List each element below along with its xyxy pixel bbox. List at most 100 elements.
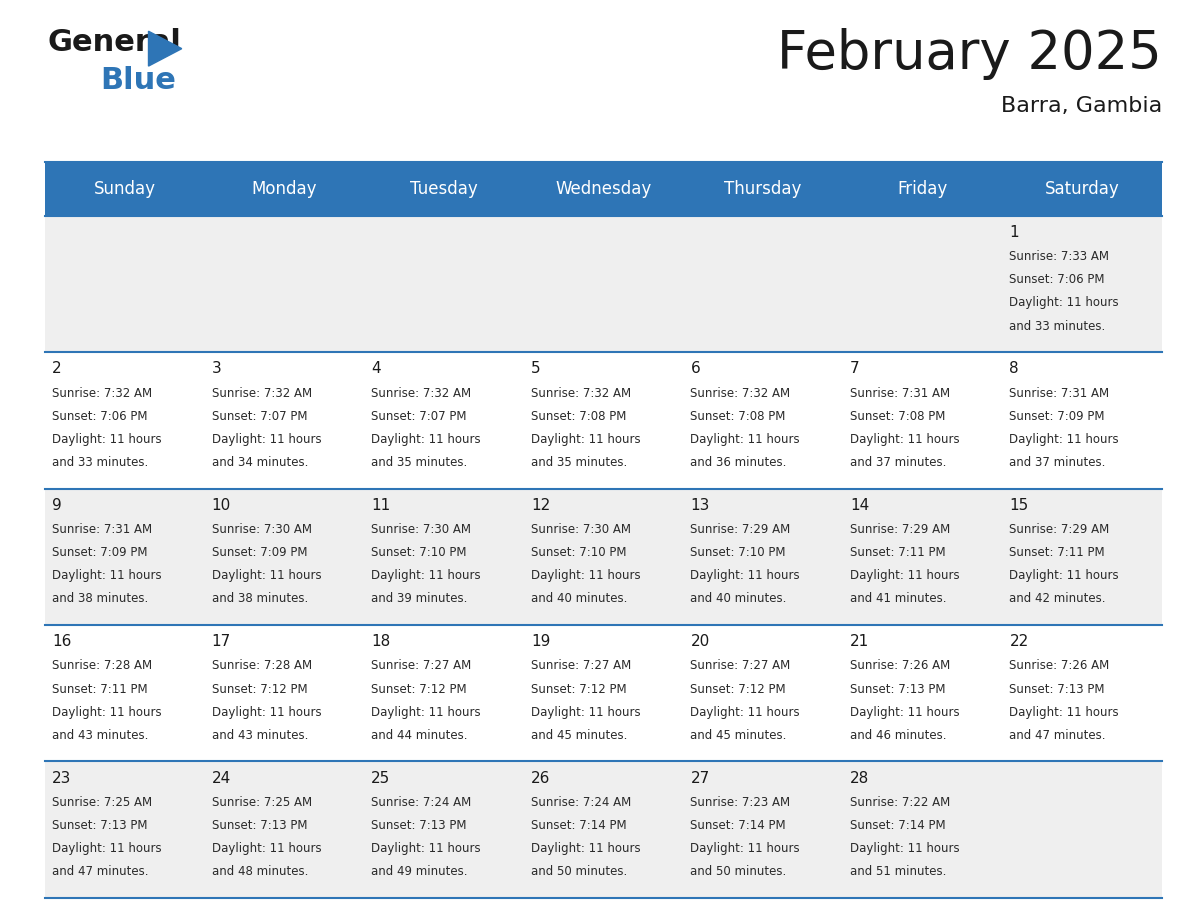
Text: Sunset: 7:13 PM: Sunset: 7:13 PM	[1010, 683, 1105, 696]
Text: and 43 minutes.: and 43 minutes.	[211, 729, 308, 742]
Text: and 44 minutes.: and 44 minutes.	[372, 729, 468, 742]
Text: and 47 minutes.: and 47 minutes.	[1010, 729, 1106, 742]
Text: Sunset: 7:07 PM: Sunset: 7:07 PM	[211, 409, 308, 422]
Text: and 46 minutes.: and 46 minutes.	[849, 729, 947, 742]
Text: 12: 12	[531, 498, 550, 513]
Text: Sunrise: 7:25 AM: Sunrise: 7:25 AM	[52, 796, 152, 809]
Text: and 40 minutes.: and 40 minutes.	[531, 592, 627, 605]
FancyBboxPatch shape	[45, 488, 1162, 625]
Text: Sunset: 7:12 PM: Sunset: 7:12 PM	[690, 683, 786, 696]
Text: Sunrise: 7:30 AM: Sunrise: 7:30 AM	[531, 523, 631, 536]
Text: Sunrise: 7:23 AM: Sunrise: 7:23 AM	[690, 796, 790, 809]
Text: Daylight: 11 hours: Daylight: 11 hours	[372, 706, 481, 719]
Text: Daylight: 11 hours: Daylight: 11 hours	[372, 842, 481, 855]
Text: and 35 minutes.: and 35 minutes.	[372, 456, 468, 469]
Text: Barra, Gambia: Barra, Gambia	[1000, 96, 1162, 117]
Text: Sunset: 7:13 PM: Sunset: 7:13 PM	[372, 819, 467, 832]
Text: Daylight: 11 hours: Daylight: 11 hours	[690, 432, 800, 446]
Text: Sunset: 7:13 PM: Sunset: 7:13 PM	[849, 683, 946, 696]
Text: Daylight: 11 hours: Daylight: 11 hours	[52, 432, 162, 446]
Text: Sunrise: 7:28 AM: Sunrise: 7:28 AM	[52, 659, 152, 673]
Text: Sunrise: 7:24 AM: Sunrise: 7:24 AM	[531, 796, 631, 809]
Text: Tuesday: Tuesday	[410, 180, 478, 198]
Text: 22: 22	[1010, 634, 1029, 649]
Text: Daylight: 11 hours: Daylight: 11 hours	[1010, 297, 1119, 309]
Text: Sunrise: 7:32 AM: Sunrise: 7:32 AM	[211, 386, 312, 399]
Text: Sunrise: 7:31 AM: Sunrise: 7:31 AM	[849, 386, 950, 399]
Text: Daylight: 11 hours: Daylight: 11 hours	[690, 706, 800, 719]
Text: Sunset: 7:11 PM: Sunset: 7:11 PM	[849, 546, 946, 559]
FancyBboxPatch shape	[45, 353, 1162, 488]
Text: Sunrise: 7:29 AM: Sunrise: 7:29 AM	[690, 523, 791, 536]
Text: and 35 minutes.: and 35 minutes.	[531, 456, 627, 469]
Text: 11: 11	[372, 498, 391, 513]
Text: Sunrise: 7:26 AM: Sunrise: 7:26 AM	[1010, 659, 1110, 673]
Text: Sunset: 7:08 PM: Sunset: 7:08 PM	[531, 409, 626, 422]
Text: Sunset: 7:10 PM: Sunset: 7:10 PM	[531, 546, 626, 559]
Text: Sunrise: 7:32 AM: Sunrise: 7:32 AM	[52, 386, 152, 399]
Text: Sunset: 7:10 PM: Sunset: 7:10 PM	[690, 546, 786, 559]
Text: and 39 minutes.: and 39 minutes.	[372, 592, 468, 605]
Text: Sunrise: 7:30 AM: Sunrise: 7:30 AM	[211, 523, 311, 536]
Text: Sunrise: 7:27 AM: Sunrise: 7:27 AM	[531, 659, 631, 673]
Text: Daylight: 11 hours: Daylight: 11 hours	[531, 432, 640, 446]
Text: Daylight: 11 hours: Daylight: 11 hours	[52, 842, 162, 855]
Text: and 45 minutes.: and 45 minutes.	[531, 729, 627, 742]
Text: and 45 minutes.: and 45 minutes.	[690, 729, 786, 742]
Text: General: General	[48, 28, 182, 57]
Text: and 36 minutes.: and 36 minutes.	[690, 456, 786, 469]
Text: 18: 18	[372, 634, 391, 649]
Text: 14: 14	[849, 498, 870, 513]
Text: Sunrise: 7:28 AM: Sunrise: 7:28 AM	[211, 659, 312, 673]
FancyBboxPatch shape	[45, 625, 1162, 761]
Text: Daylight: 11 hours: Daylight: 11 hours	[1010, 569, 1119, 582]
Text: Sunset: 7:14 PM: Sunset: 7:14 PM	[690, 819, 786, 832]
Text: Sunrise: 7:22 AM: Sunrise: 7:22 AM	[849, 796, 950, 809]
Text: Sunset: 7:08 PM: Sunset: 7:08 PM	[690, 409, 785, 422]
Text: 8: 8	[1010, 362, 1019, 376]
Text: Sunset: 7:09 PM: Sunset: 7:09 PM	[52, 546, 147, 559]
FancyBboxPatch shape	[45, 162, 1162, 216]
Text: Sunrise: 7:24 AM: Sunrise: 7:24 AM	[372, 796, 472, 809]
Text: Sunrise: 7:29 AM: Sunrise: 7:29 AM	[849, 523, 950, 536]
Text: 25: 25	[372, 770, 391, 786]
Text: Sunrise: 7:25 AM: Sunrise: 7:25 AM	[211, 796, 312, 809]
Text: February 2025: February 2025	[777, 28, 1162, 80]
Text: Sunset: 7:12 PM: Sunset: 7:12 PM	[531, 683, 626, 696]
Text: Daylight: 11 hours: Daylight: 11 hours	[849, 432, 960, 446]
Text: 5: 5	[531, 362, 541, 376]
Text: and 51 minutes.: and 51 minutes.	[849, 865, 947, 879]
Text: Sunset: 7:13 PM: Sunset: 7:13 PM	[52, 819, 147, 832]
Text: and 41 minutes.: and 41 minutes.	[849, 592, 947, 605]
Text: 2: 2	[52, 362, 62, 376]
Text: Sunset: 7:10 PM: Sunset: 7:10 PM	[372, 546, 467, 559]
Text: Sunset: 7:14 PM: Sunset: 7:14 PM	[531, 819, 626, 832]
Text: Sunset: 7:12 PM: Sunset: 7:12 PM	[372, 683, 467, 696]
Text: Sunrise: 7:29 AM: Sunrise: 7:29 AM	[1010, 523, 1110, 536]
Text: 4: 4	[372, 362, 381, 376]
Text: 27: 27	[690, 770, 709, 786]
Text: and 38 minutes.: and 38 minutes.	[52, 592, 148, 605]
Text: Sunset: 7:13 PM: Sunset: 7:13 PM	[211, 819, 308, 832]
Text: Daylight: 11 hours: Daylight: 11 hours	[211, 432, 322, 446]
Text: and 50 minutes.: and 50 minutes.	[531, 865, 627, 879]
Text: Daylight: 11 hours: Daylight: 11 hours	[372, 432, 481, 446]
Text: Daylight: 11 hours: Daylight: 11 hours	[690, 842, 800, 855]
Text: Sunset: 7:06 PM: Sunset: 7:06 PM	[1010, 274, 1105, 286]
Text: Wednesday: Wednesday	[555, 180, 652, 198]
Text: Daylight: 11 hours: Daylight: 11 hours	[690, 569, 800, 582]
Text: Sunday: Sunday	[94, 180, 156, 198]
Text: and 47 minutes.: and 47 minutes.	[52, 865, 148, 879]
Text: Sunrise: 7:27 AM: Sunrise: 7:27 AM	[372, 659, 472, 673]
Text: 1: 1	[1010, 225, 1019, 240]
Text: Daylight: 11 hours: Daylight: 11 hours	[531, 842, 640, 855]
Text: Sunset: 7:09 PM: Sunset: 7:09 PM	[211, 546, 308, 559]
Text: Sunrise: 7:30 AM: Sunrise: 7:30 AM	[372, 523, 472, 536]
Text: and 37 minutes.: and 37 minutes.	[849, 456, 947, 469]
Text: Daylight: 11 hours: Daylight: 11 hours	[211, 842, 322, 855]
Text: Sunset: 7:11 PM: Sunset: 7:11 PM	[1010, 546, 1105, 559]
Text: and 34 minutes.: and 34 minutes.	[211, 456, 308, 469]
Text: 23: 23	[52, 770, 71, 786]
Text: Sunrise: 7:31 AM: Sunrise: 7:31 AM	[52, 523, 152, 536]
Text: and 42 minutes.: and 42 minutes.	[1010, 592, 1106, 605]
